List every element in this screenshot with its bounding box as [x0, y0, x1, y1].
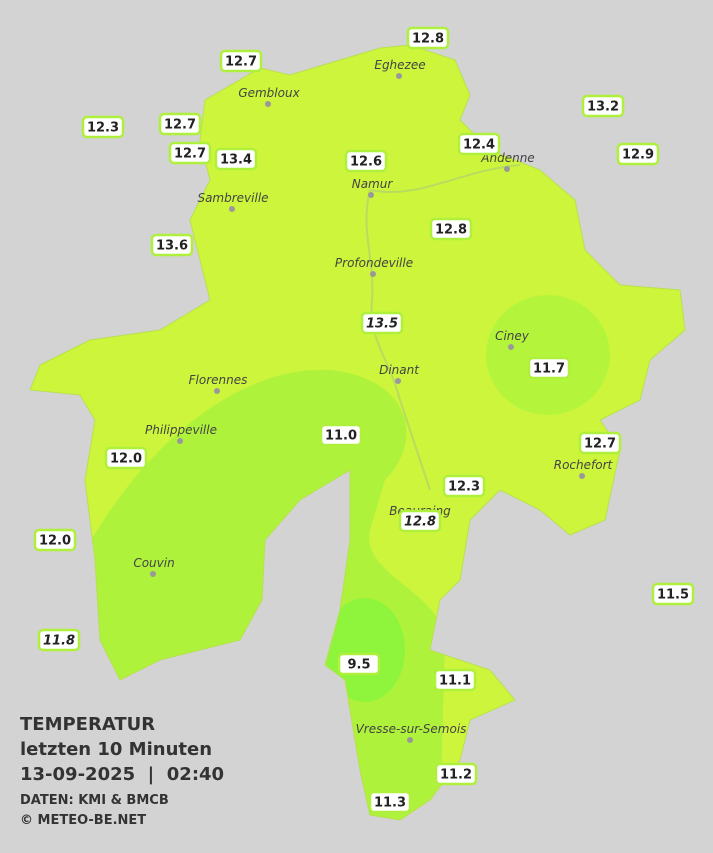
station-box — [406, 26, 450, 50]
station-box — [150, 233, 194, 257]
city-dot — [229, 206, 235, 212]
station-box — [368, 790, 412, 814]
legend-title: TEMPERATUR — [20, 714, 155, 735]
legend-copyright: © METEO-BE.NET — [20, 813, 146, 828]
station-reading: 12.7 — [584, 437, 616, 452]
legend-subtitle: letzten 10 Minuten — [20, 739, 212, 760]
station-box — [429, 217, 473, 241]
station-reading: 12.8 — [404, 515, 436, 530]
station-reading: 11.1 — [439, 674, 471, 689]
city-dot — [370, 271, 376, 277]
city-label: Eghezee — [374, 58, 425, 72]
station-reading: 11.0 — [325, 429, 357, 444]
city-dot — [368, 192, 374, 198]
station-box — [651, 582, 695, 606]
city-dot — [508, 344, 514, 350]
station-reading: 12.7 — [164, 118, 196, 133]
station-box — [337, 652, 381, 676]
station-box — [81, 115, 125, 139]
station-reading: 12.7 — [174, 147, 206, 162]
station-box — [360, 311, 404, 335]
city-label: Couvin — [133, 556, 174, 570]
city-label: Gembloux — [238, 86, 300, 100]
station-reading: 12.8 — [412, 32, 444, 47]
station-box — [344, 149, 388, 173]
station-box — [319, 423, 363, 447]
city-dot — [150, 571, 156, 577]
station-box — [434, 762, 478, 786]
station-box — [442, 474, 486, 498]
city-label: Sambreville — [197, 191, 268, 205]
station-box — [457, 132, 501, 156]
city-dot — [214, 388, 220, 394]
station-reading: 11.3 — [374, 796, 406, 811]
station-box — [168, 141, 212, 165]
city-label: Ciney — [495, 329, 530, 343]
station-reading: 13.6 — [156, 239, 188, 254]
station-box — [433, 668, 477, 692]
station-reading: 12.3 — [87, 121, 119, 136]
river — [365, 164, 521, 491]
station-reading: 12.0 — [110, 452, 142, 467]
station-box — [158, 112, 202, 136]
station-reading: 12.3 — [448, 480, 480, 495]
station-box — [527, 356, 571, 380]
station-reading: 13.4 — [220, 153, 252, 168]
city-dot — [504, 166, 510, 172]
station-reading: 12.8 — [435, 223, 467, 238]
station-reading: 12.6 — [350, 155, 382, 170]
station-box — [219, 49, 263, 73]
city-dot — [407, 737, 413, 743]
city-label: Dinant — [379, 363, 420, 377]
station-box — [578, 431, 622, 455]
city-dot — [396, 73, 402, 79]
city-label: Vresse-sur-Semois — [356, 722, 467, 736]
station-reading: 13.5 — [366, 317, 398, 332]
station-box — [104, 446, 148, 470]
city-label: Profondeville — [335, 256, 413, 270]
city-label: Philippeville — [145, 423, 217, 437]
station-reading: 11.8 — [43, 634, 75, 649]
station-reading: 13.2 — [587, 100, 619, 115]
city-label: Florennes — [189, 373, 248, 387]
station-reading: 11.2 — [440, 768, 472, 783]
legend-timestamp: 13-09-2025 | 02:40 — [20, 764, 224, 785]
station-reading: 12.0 — [39, 534, 71, 549]
legend-source: DATEN: KMI & BMCB — [20, 793, 169, 808]
station-box — [33, 528, 77, 552]
station-box — [616, 142, 660, 166]
station-reading: 12.7 — [225, 55, 257, 70]
station-box — [214, 147, 258, 171]
zone-ciney — [486, 295, 610, 415]
station-reading: 12.4 — [463, 138, 495, 153]
station-reading: 12.9 — [622, 148, 654, 163]
zone-cold — [325, 598, 405, 702]
city-dot — [177, 438, 183, 444]
station-reading: 11.5 — [657, 588, 689, 603]
station-reading: 11.7 — [533, 362, 565, 377]
city-dot — [579, 473, 585, 479]
station-reading: 9.5 — [347, 658, 370, 673]
station-box — [37, 628, 81, 652]
city-dot — [395, 378, 401, 384]
city-label: Namur — [352, 177, 394, 191]
station-box — [398, 509, 442, 533]
city-label: Rochefort — [554, 458, 614, 472]
station-box — [581, 94, 625, 118]
city-dot — [265, 101, 271, 107]
